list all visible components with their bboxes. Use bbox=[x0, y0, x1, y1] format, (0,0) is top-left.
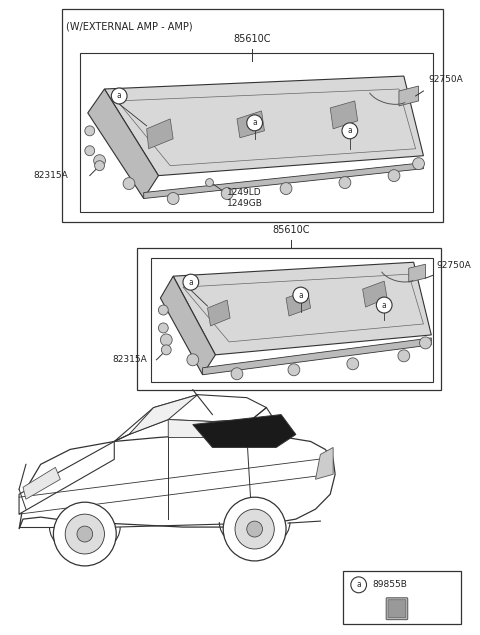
Circle shape bbox=[53, 502, 116, 566]
Circle shape bbox=[65, 514, 105, 554]
Text: (W/EXTERNAL AMP - AMP): (W/EXTERNAL AMP - AMP) bbox=[66, 22, 193, 31]
Circle shape bbox=[388, 170, 400, 182]
Polygon shape bbox=[19, 441, 114, 514]
Polygon shape bbox=[105, 76, 423, 176]
Text: 1249GB: 1249GB bbox=[227, 199, 263, 208]
Polygon shape bbox=[237, 111, 264, 138]
Polygon shape bbox=[168, 420, 213, 438]
Text: a: a bbox=[252, 118, 257, 128]
Circle shape bbox=[205, 178, 214, 187]
Polygon shape bbox=[23, 467, 60, 499]
Circle shape bbox=[158, 323, 168, 333]
Text: 92750A: 92750A bbox=[436, 261, 471, 270]
Circle shape bbox=[231, 368, 243, 380]
Polygon shape bbox=[173, 262, 432, 355]
Polygon shape bbox=[193, 415, 296, 448]
Text: a: a bbox=[348, 126, 352, 135]
Bar bbox=[151, 258, 433, 382]
Circle shape bbox=[347, 358, 359, 370]
Text: 92750A: 92750A bbox=[428, 74, 463, 84]
Circle shape bbox=[85, 126, 95, 136]
Text: 89855B: 89855B bbox=[372, 580, 408, 589]
Polygon shape bbox=[114, 395, 266, 441]
Circle shape bbox=[94, 155, 106, 166]
Text: 1249LD: 1249LD bbox=[227, 188, 262, 197]
Bar bbox=[62, 10, 443, 222]
FancyBboxPatch shape bbox=[388, 600, 406, 618]
Circle shape bbox=[398, 350, 410, 362]
FancyBboxPatch shape bbox=[386, 598, 408, 620]
Circle shape bbox=[167, 192, 179, 204]
Polygon shape bbox=[207, 300, 230, 326]
Polygon shape bbox=[88, 89, 158, 199]
Text: a: a bbox=[356, 580, 361, 589]
Circle shape bbox=[293, 287, 309, 303]
Text: a: a bbox=[382, 300, 386, 309]
Circle shape bbox=[420, 337, 432, 349]
Text: 82315A: 82315A bbox=[34, 171, 68, 180]
Circle shape bbox=[111, 88, 127, 104]
Polygon shape bbox=[203, 338, 432, 375]
Circle shape bbox=[95, 161, 105, 171]
Circle shape bbox=[187, 354, 199, 366]
Circle shape bbox=[342, 123, 358, 139]
Text: a: a bbox=[117, 91, 121, 100]
Polygon shape bbox=[144, 163, 423, 199]
Circle shape bbox=[158, 305, 168, 315]
Polygon shape bbox=[160, 276, 216, 375]
Circle shape bbox=[280, 183, 292, 194]
Polygon shape bbox=[286, 290, 311, 316]
Circle shape bbox=[235, 509, 274, 549]
Text: 85610C: 85610C bbox=[272, 225, 310, 236]
Circle shape bbox=[413, 157, 424, 170]
Circle shape bbox=[247, 115, 263, 131]
Circle shape bbox=[339, 177, 351, 189]
Circle shape bbox=[288, 364, 300, 376]
Circle shape bbox=[160, 334, 172, 346]
Polygon shape bbox=[330, 101, 358, 129]
Bar bbox=[137, 248, 441, 390]
Polygon shape bbox=[213, 420, 252, 438]
Polygon shape bbox=[362, 281, 387, 307]
Circle shape bbox=[247, 521, 263, 537]
Text: a: a bbox=[299, 291, 303, 300]
Bar bbox=[343, 571, 461, 624]
Bar bbox=[80, 53, 433, 213]
Circle shape bbox=[183, 274, 199, 290]
Polygon shape bbox=[147, 119, 173, 149]
Text: 85610C: 85610C bbox=[233, 34, 270, 44]
Circle shape bbox=[123, 178, 135, 190]
Polygon shape bbox=[129, 395, 198, 434]
Polygon shape bbox=[19, 434, 335, 529]
Circle shape bbox=[85, 146, 95, 156]
Circle shape bbox=[223, 497, 286, 561]
Circle shape bbox=[351, 577, 367, 593]
Circle shape bbox=[376, 297, 392, 313]
Circle shape bbox=[77, 526, 93, 542]
Text: a: a bbox=[189, 277, 193, 286]
Circle shape bbox=[221, 187, 233, 199]
Circle shape bbox=[161, 345, 171, 355]
Text: 82315A: 82315A bbox=[112, 356, 147, 364]
Polygon shape bbox=[315, 448, 333, 479]
Polygon shape bbox=[409, 264, 425, 282]
Polygon shape bbox=[399, 86, 419, 106]
